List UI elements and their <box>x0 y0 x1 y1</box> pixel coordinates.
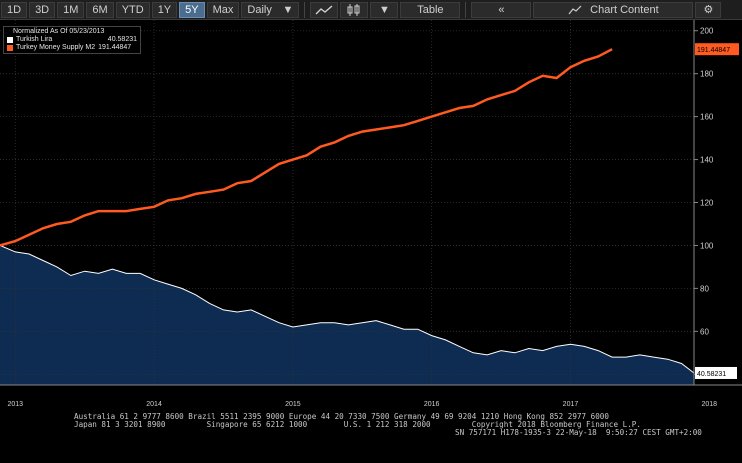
chart-legend: Normalized As Of 05/23/2013 Turkish Lira… <box>3 26 141 54</box>
legend-item-turkish-lira: Turkish Lira 40.58231 <box>7 36 137 44</box>
chart-toolbar: 1D 3D 1M 6M YTD 1Y 5Y Max Daily ▼ ▼ Tabl… <box>0 0 742 20</box>
series-area-turkish-lira <box>0 245 694 385</box>
frequency-label: Daily <box>247 3 272 16</box>
last-value-label-money-supply: 191.44847 <box>697 47 730 54</box>
range-1y-button[interactable]: 1Y <box>151 1 178 18</box>
toolbar-divider <box>465 1 467 18</box>
x-tick-label: 2013 <box>7 401 23 408</box>
collapse-icon[interactable]: « <box>471 1 532 18</box>
footer-contact-line-2: Japan 81 3 3201 8900 Singapore 65 6212 1… <box>74 420 641 429</box>
range-6m-button[interactable]: 6M <box>86 1 114 18</box>
legend-title: Normalized As Of 05/23/2013 <box>13 28 105 35</box>
legend-series-name: Turkish Lira <box>16 36 53 43</box>
x-tick-label: 2018 <box>701 401 717 408</box>
table-button[interactable]: Table <box>400 1 461 18</box>
last-value-badge <box>695 366 737 379</box>
chevron-down-icon: ▼ <box>282 3 294 16</box>
y-tick-label: 140 <box>700 156 714 165</box>
legend-series-name: Turkey Money Supply M2 <box>16 44 96 51</box>
x-tick-label: 2015 <box>285 401 301 408</box>
line-chart-icon[interactable] <box>310 1 339 18</box>
chart-content-button[interactable]: Chart Content <box>533 1 694 18</box>
footer-session-info: SN 757171 H178-1935-3 22-May-18 9:50:27 … <box>455 428 702 437</box>
y-tick-label: 180 <box>700 70 714 79</box>
y-tick-label: 80 <box>700 284 709 293</box>
series-line-turkish-lira <box>0 244 695 374</box>
range-1d-button[interactable]: 1D <box>1 1 28 18</box>
frequency-dropdown[interactable]: Daily ▼ <box>241 1 300 18</box>
range-3d-button[interactable]: 3D <box>29 1 56 18</box>
y-tick-label: 100 <box>700 241 714 250</box>
last-value-badge <box>695 43 739 56</box>
y-tick-label: 200 <box>700 27 714 36</box>
range-max-button[interactable]: Max <box>206 1 240 18</box>
legend-swatch <box>7 45 13 51</box>
y-tick-label: 160 <box>700 113 714 122</box>
range-1m-button[interactable]: 1M <box>57 1 85 18</box>
footer-contact-line-1: Australia 61 2 9777 8600 Brazil 5511 239… <box>74 412 609 421</box>
legend-swatch <box>7 37 13 43</box>
x-tick-label: 2016 <box>424 401 440 408</box>
last-value-label-turkish-lira: 40.58231 <box>697 371 726 378</box>
chart-content-label: Chart Content <box>590 3 659 16</box>
settings-icon[interactable]: ⚙ <box>695 1 722 18</box>
legend-item-money-supply: Turkey Money Supply M2 191.44847 <box>7 44 137 52</box>
footer-contact-bar: Australia 61 2 9777 8600 Brazil 5511 239… <box>0 410 742 463</box>
style-dropdown-icon[interactable]: ▼ <box>370 1 399 18</box>
y-tick-label: 60 <box>700 327 709 336</box>
chart-content-icon <box>568 5 582 14</box>
range-ytd-button[interactable]: YTD <box>115 1 150 18</box>
legend-series-value: 40.58231 <box>107 36 137 43</box>
chart-canvas: 60 80 100 120 140 160 180 200 2013 2014 2015 2016 20… <box>0 20 742 408</box>
x-tick-label: 2014 <box>146 401 162 408</box>
series-line-money-supply <box>0 48 613 247</box>
bar-style-icon[interactable] <box>340 1 369 18</box>
range-5y-button[interactable]: 5Y <box>179 1 205 18</box>
chart-area: 60 80 100 120 140 160 180 200 2013 2014 2015 2016 20… <box>0 20 742 410</box>
legend-series-value: 191.44847 <box>98 44 132 51</box>
toolbar-divider <box>304 1 306 18</box>
x-tick-label: 2017 <box>563 401 579 408</box>
y-tick-label: 120 <box>700 199 714 208</box>
